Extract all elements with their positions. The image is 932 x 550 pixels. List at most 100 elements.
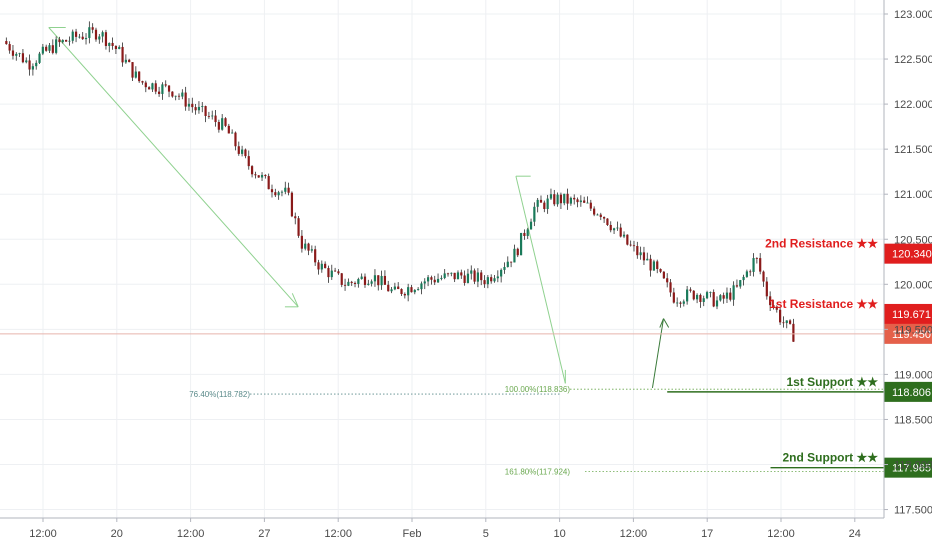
candle-body [393,286,396,290]
candle-body [237,146,240,154]
fib-label: 76.40%(118.782) [189,390,250,399]
candle-body [699,294,702,302]
level-price-value: 120.340 [892,249,932,261]
candle-body [676,302,679,304]
fibonacci-projection: 76.40%(118.782) 100.00%(118.836) 161.80%(1… [189,385,884,476]
candle-body [579,200,582,203]
y-tick-label: 121.000 [894,189,932,201]
candle-body [433,279,436,283]
y-tick-label: 117.500 [894,505,932,517]
candle-body [18,53,21,55]
candle-body [144,82,147,88]
candle-body [420,283,423,290]
x-tick-label: Feb [403,528,422,540]
candle-body [712,292,715,307]
candle-body [167,85,171,92]
candle-body [443,273,446,278]
candle-body [476,272,480,282]
candle-body [350,281,353,283]
candle-body [715,300,719,307]
candle-body [25,60,28,63]
candle-body [257,175,260,178]
candle-body [234,132,237,147]
candle-body [553,194,556,205]
candle-body [211,115,214,117]
candle-body [174,95,177,97]
candle-body [277,192,280,196]
candle-body [689,289,692,291]
candle-body [692,290,695,300]
candle-body [639,252,642,256]
x-tick-label: 12:00 [767,528,795,540]
candle-body [599,214,602,218]
level-name: 2nd Resistance ★★ [765,237,878,251]
candle-body [41,46,44,54]
y-tick-label: 120.500 [894,234,932,246]
candle-body [426,277,430,282]
candle-body [334,270,337,272]
candle-body [61,40,64,43]
candle-body [549,194,553,199]
candle-body [330,270,333,278]
candle-body [705,292,709,299]
candle-body [131,62,134,78]
candle-body [735,285,739,287]
candle-body [35,62,38,67]
candle-body [353,282,357,284]
candle-body [260,174,264,178]
x-tick-label: 17 [701,528,713,540]
candle-body [141,81,144,83]
candle-body [21,53,25,63]
candle-body [679,302,682,304]
y-tick-label: 118.500 [894,414,932,426]
candle-body [500,269,503,277]
candle-body [300,235,303,249]
candle-body [606,218,609,225]
candle-body [792,323,795,342]
candle-body [347,281,350,286]
candle-body [227,125,230,134]
y-tick-label: 119.000 [894,369,932,381]
candle-body [207,115,211,117]
candle-body [666,278,669,283]
candle-body [453,272,456,280]
candle-body [370,281,373,284]
candle-body [612,228,616,231]
candle-body [310,249,313,251]
y-tick-label: 118.000 [894,460,932,472]
candle-body [111,42,114,46]
candle-body [247,156,250,167]
candle-body [672,292,675,303]
candle-body [78,36,81,38]
x-tick-label: 24 [849,528,861,540]
y-tick-label: 121.500 [894,144,932,156]
candle-body [224,118,227,126]
candle-body [214,115,217,123]
candle-body [506,261,509,267]
level-price-tag [884,381,932,402]
fib-label: 161.80%(117.924) [505,467,571,476]
candle-body [244,149,247,157]
candle-body [383,275,387,285]
candle-body [151,83,154,90]
candle-body [134,71,137,78]
candle-body [470,270,473,274]
grid [0,0,884,518]
candle-body [81,36,84,40]
candle-body [407,287,410,296]
candle-body [317,262,320,270]
candle-body [91,27,94,30]
level-price-value: 119.671 [892,309,931,321]
candle-body [297,218,300,236]
level-price-tag [884,243,932,264]
candle-body [191,103,194,108]
candle-body [250,166,254,175]
projection-arrow-down-1 [48,27,299,308]
candle-body [197,106,201,111]
candle-body [626,234,629,245]
candle-body [460,272,463,276]
candle-body [719,295,722,301]
candle-body [496,276,499,279]
candle-body [463,275,466,283]
